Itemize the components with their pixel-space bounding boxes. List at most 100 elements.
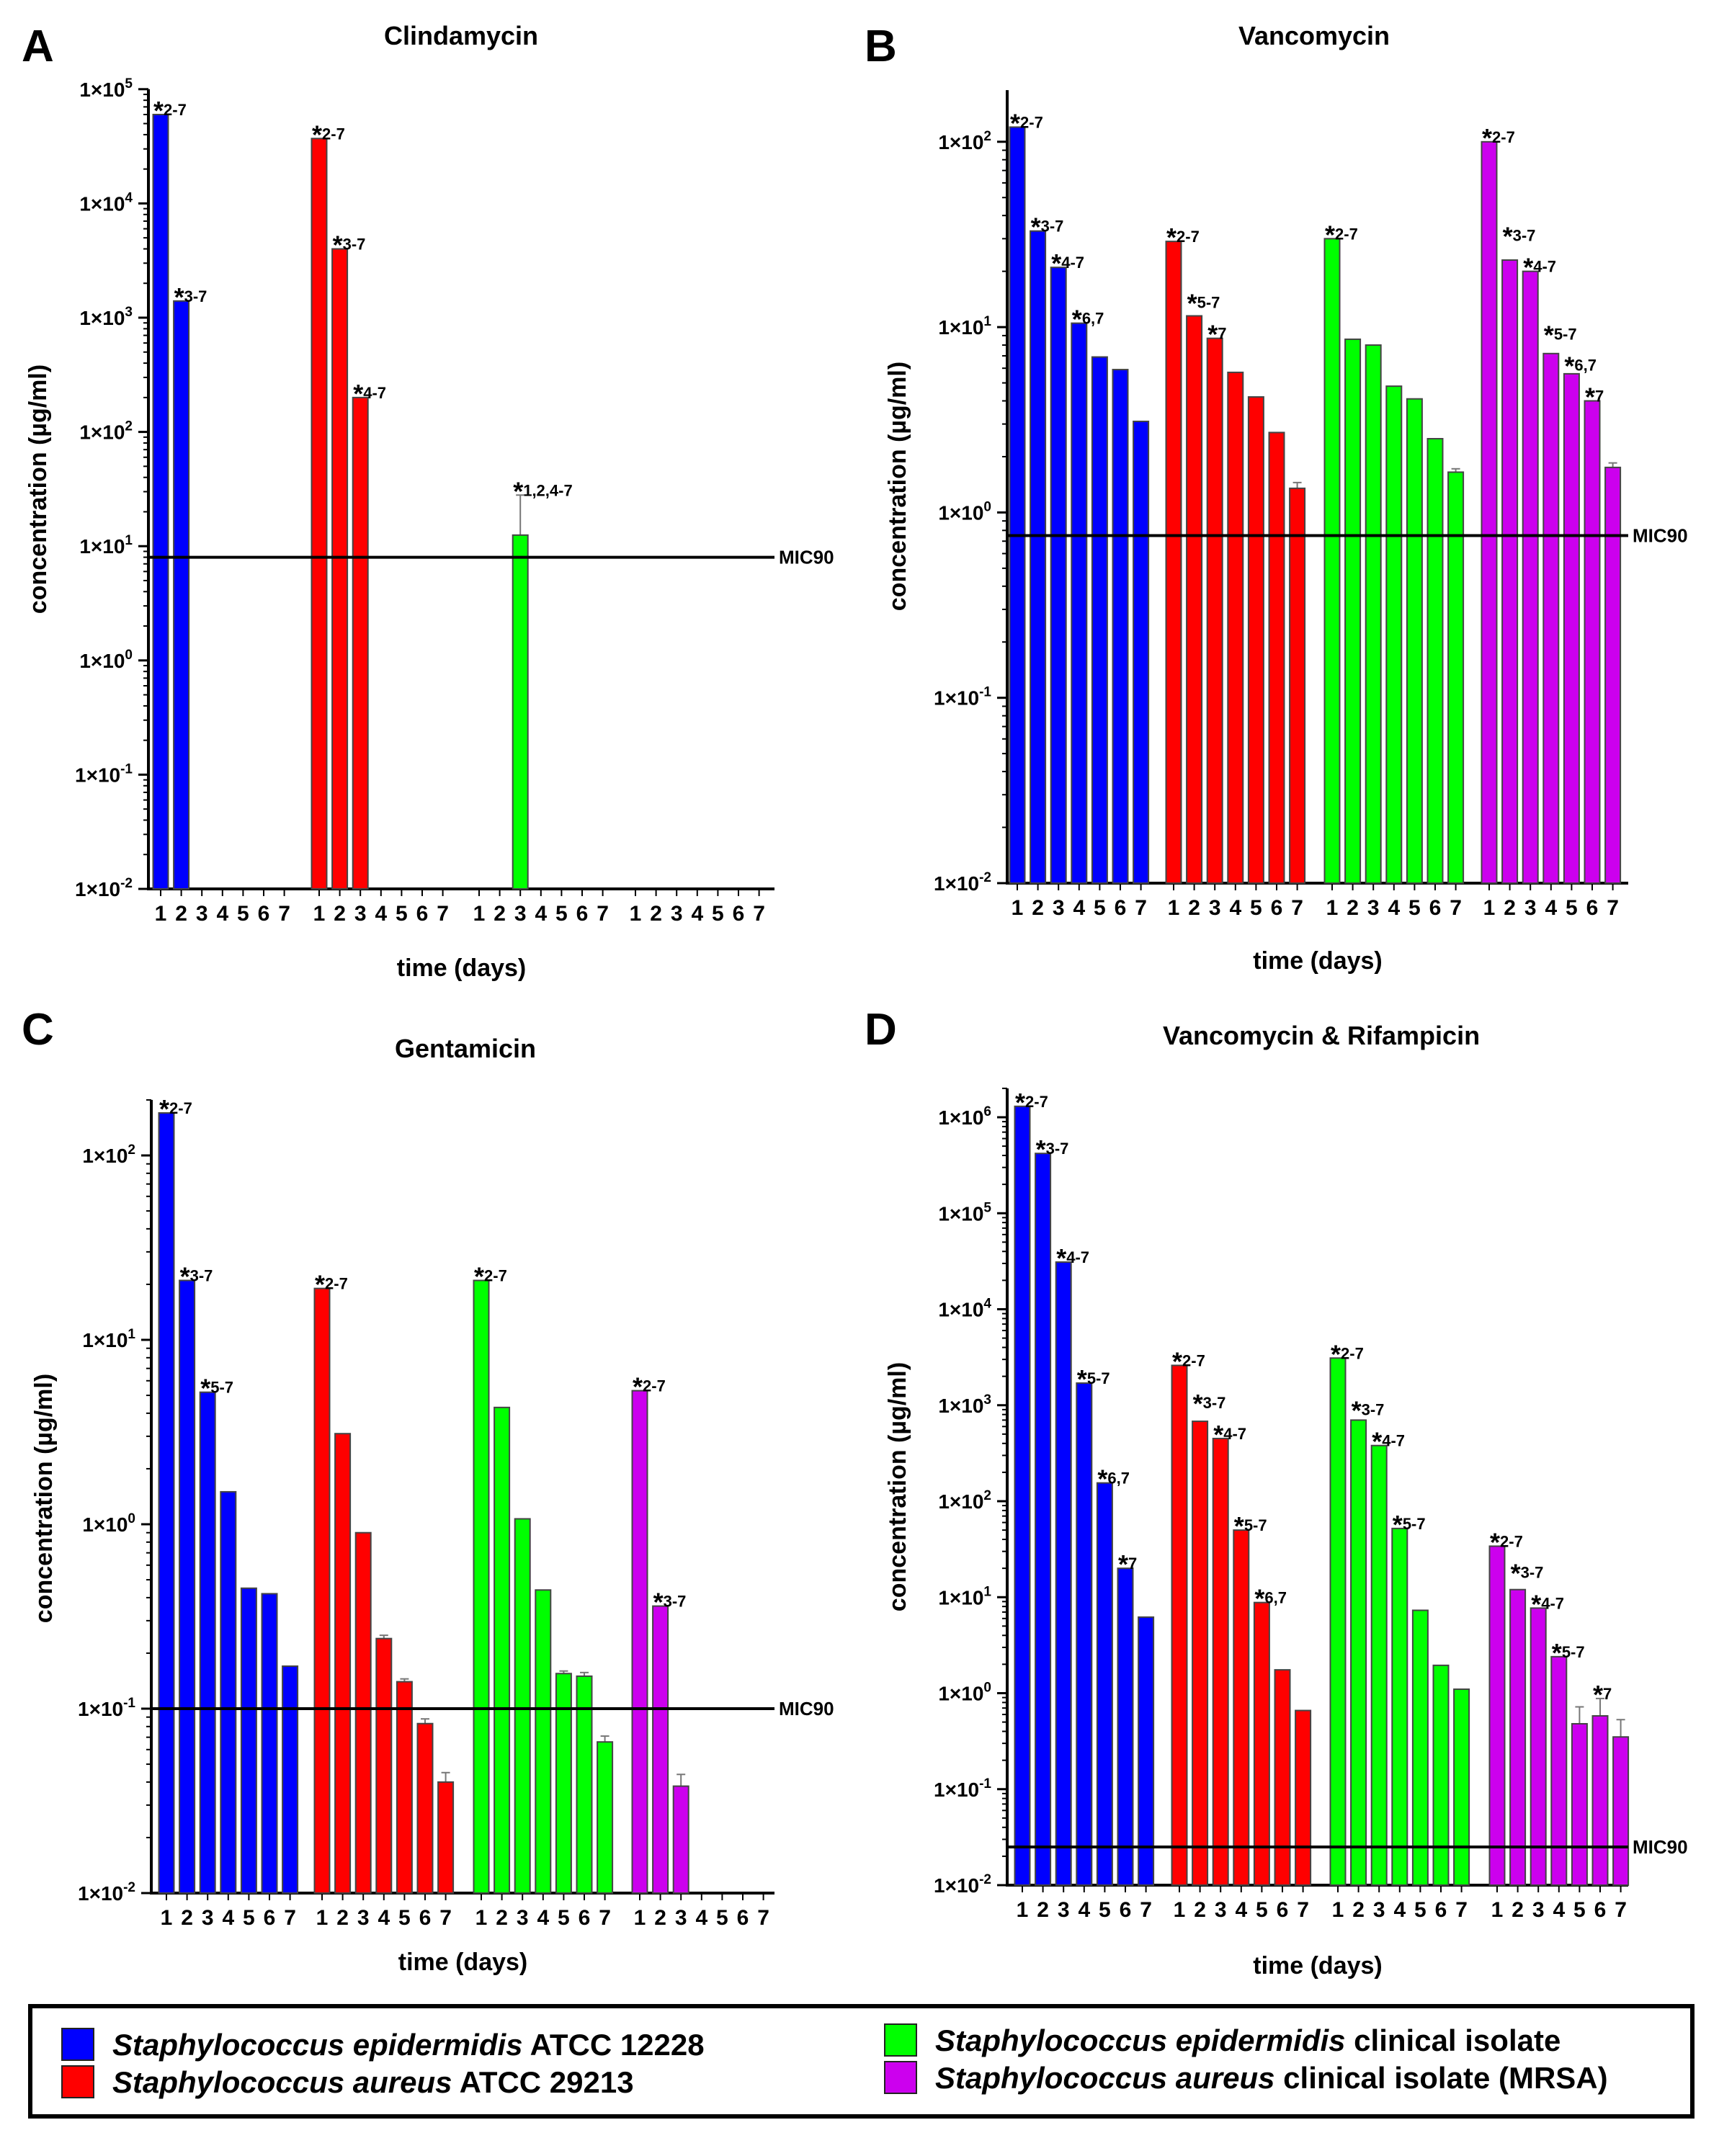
y-tick-exponent: 4: [125, 190, 133, 205]
bar: [1165, 241, 1182, 884]
x-tick-label: 4: [378, 1906, 390, 1930]
bar: [1522, 270, 1539, 885]
y-tick-base: 1×10: [934, 1779, 979, 1801]
y-tick-exponent: 5: [125, 76, 133, 91]
bar: [672, 1785, 689, 1895]
significance-days: 3-7: [1513, 227, 1536, 245]
y-tick-base: 1×10: [79, 79, 125, 101]
x-tick-label: 4: [375, 902, 387, 926]
y-tick-base: 1×10: [79, 421, 125, 444]
y-tick-label: 1×106: [938, 1104, 991, 1129]
y-tick-base: 1×10: [82, 1145, 128, 1167]
significance-label: *4-7: [1051, 249, 1084, 278]
bar: [1591, 1715, 1609, 1886]
significance-days: 2-7: [1341, 1344, 1364, 1362]
significance-label: *3-7: [1352, 1396, 1385, 1426]
significance-asterisk: *: [180, 1262, 190, 1292]
significance-label: *3-7: [1193, 1389, 1226, 1418]
x-tick-label: 3: [1209, 896, 1221, 920]
y-tick-exponent: 5: [983, 1200, 991, 1215]
significance-asterisk: *: [1097, 1464, 1107, 1494]
x-tick-label: 6: [576, 902, 589, 926]
x-tick-label: 6: [737, 1906, 749, 1930]
bar: [1542, 352, 1560, 884]
bar: [1571, 1722, 1588, 1886]
mic90-label: MIC90: [779, 1698, 834, 1719]
y-tick-label: 1×102: [938, 1488, 991, 1513]
significance-days: 3-7: [1362, 1401, 1385, 1419]
x-tick-label: 6: [1429, 896, 1442, 920]
bar: [1171, 1364, 1188, 1887]
bar: [1112, 369, 1129, 884]
x-tick-label: 2: [650, 902, 662, 926]
x-tick-label: 1: [473, 902, 486, 926]
x-tick-label: 7: [753, 902, 765, 926]
bar: [1247, 396, 1264, 884]
significance-asterisk: *: [1511, 1558, 1521, 1588]
panel-letter: B: [865, 22, 897, 71]
bar: [311, 138, 328, 890]
bar: [313, 1287, 331, 1894]
significance-label: *2-7: [474, 1262, 507, 1292]
y-tick-label: 1×100: [938, 1681, 991, 1705]
significance-label: *2-7: [153, 96, 187, 125]
panel-b: B Vancomycin concentration (µg/ml) time (da…: [865, 21, 1688, 975]
x-tick-label: 2: [654, 1906, 666, 1930]
panel-letter: A: [22, 22, 54, 71]
y-tick-exponent: -2: [979, 870, 991, 885]
y-tick-exponent: 1: [128, 1327, 135, 1342]
bar: [416, 1722, 434, 1895]
significance-days: 3-7: [664, 1593, 687, 1611]
y-tick-label: 1×103: [938, 1392, 991, 1417]
x-tick-label: 6: [579, 1906, 591, 1930]
significance-days: 3-7: [190, 1267, 213, 1285]
significance-days: 4-7: [1061, 254, 1084, 272]
significance-days: 2-7: [1020, 113, 1043, 131]
x-tick-label: 4: [222, 1906, 234, 1930]
panel-c: C Gentamicin concentration (µg/ml) time (da…: [22, 1005, 834, 1976]
bar: [1071, 322, 1088, 884]
x-tick-label: 5: [716, 1906, 728, 1930]
significance-asterisk: *: [1523, 253, 1533, 282]
y-tick-label: 1×105: [938, 1200, 991, 1225]
x-tick-label: 2: [1352, 1898, 1365, 1922]
y-tick-base: 1×10: [938, 1106, 983, 1129]
bar: [514, 1518, 531, 1894]
x-tick-label: 6: [258, 902, 270, 926]
significance-days: 2-7: [1335, 225, 1358, 243]
y-tick-base: 1×10: [938, 1683, 983, 1705]
x-tick-label: 2: [175, 902, 187, 926]
significance-days: 2-7: [643, 1377, 666, 1395]
y-tick-base: 1×10: [938, 1202, 983, 1225]
y-tick-base: 1×10: [938, 501, 983, 524]
bar: [1050, 267, 1067, 884]
significance-days: 4-7: [1223, 1425, 1246, 1443]
legend-swatch: [61, 2028, 94, 2061]
x-tick-label: 5: [1094, 896, 1106, 920]
y-tick-label: 1×103: [79, 305, 133, 329]
significance-asterisk: *: [1585, 382, 1595, 411]
y-tick-base: 1×10: [934, 872, 979, 895]
significance-days: 6,7: [1264, 1589, 1287, 1607]
y-tick-label: 1×100: [79, 648, 133, 672]
bar: [1563, 372, 1580, 884]
x-tick-label: 4: [1235, 1898, 1247, 1922]
y-axis-label: concentration (µg/ml): [884, 1362, 911, 1611]
legend-swatch: [884, 2023, 917, 2057]
significance-days: 6,7: [1574, 356, 1597, 374]
significance-label: *5-7: [1544, 320, 1577, 349]
bar: [1268, 431, 1285, 884]
significance-label: *2-7: [315, 1270, 348, 1300]
x-tick-label: 1: [634, 1906, 646, 1930]
y-tick-label: 1×10-1: [78, 1696, 135, 1720]
significance-days: 2-7: [164, 101, 187, 119]
significance-days: 2-7: [325, 1275, 348, 1293]
x-tick-label: 4: [1073, 896, 1085, 920]
bar: [437, 1781, 455, 1894]
legend-strain: clinical isolate: [1346, 2023, 1561, 2057]
significance-label: *4-7: [1531, 1589, 1564, 1619]
bar: [494, 1406, 511, 1894]
bar: [1206, 337, 1223, 884]
significance-days: 2-7: [1500, 1532, 1523, 1550]
y-tick-label: 1×102: [79, 419, 133, 444]
